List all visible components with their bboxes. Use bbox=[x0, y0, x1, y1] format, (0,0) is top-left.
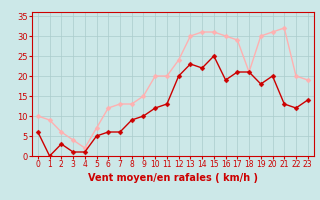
X-axis label: Vent moyen/en rafales ( km/h ): Vent moyen/en rafales ( km/h ) bbox=[88, 173, 258, 183]
